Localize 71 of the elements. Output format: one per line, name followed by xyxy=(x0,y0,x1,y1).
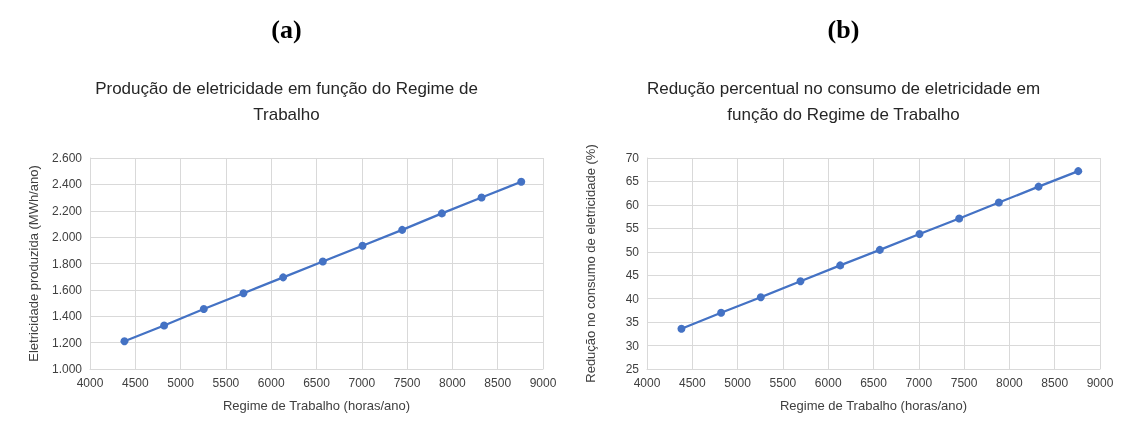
point xyxy=(994,198,1003,207)
x-axis-title: Regime de Trabalho (horas/ano) xyxy=(779,398,968,413)
x-tick-label: 7000 xyxy=(905,376,933,390)
point xyxy=(1074,167,1083,176)
x-tick-label: 6000 xyxy=(257,376,285,390)
y-axis-title: Redução no consumo de eletricidade (%) xyxy=(583,144,598,383)
x-tick-label: 8000 xyxy=(439,376,467,390)
point xyxy=(517,177,526,186)
x-axis-title: Regime de Trabalho (horas/ano) xyxy=(222,398,411,413)
x-tick-label: 9000 xyxy=(529,376,557,390)
point xyxy=(955,214,964,223)
y-tick-label: 45 xyxy=(625,268,640,283)
x-tick-label: 4000 xyxy=(633,376,661,390)
chart-title: Redução percentual no consumo de eletricidade em função do Regime de Trabalho xyxy=(646,78,1041,124)
point xyxy=(279,273,288,282)
y-axis-title: Eletricidade produzida (MWh/ano) xyxy=(26,165,41,362)
x-tick-label: 5500 xyxy=(769,376,797,390)
point xyxy=(756,293,765,302)
point xyxy=(717,308,726,317)
x-tick-label: 7000 xyxy=(348,376,376,390)
y-tick-label: 60 xyxy=(625,197,640,212)
y-tick-label: 1.400 xyxy=(51,309,83,324)
x-tick-label: 4500 xyxy=(121,376,149,390)
y-tick-label: 2.200 xyxy=(51,203,83,218)
x-tick-label: 5500 xyxy=(212,376,240,390)
y-tick-label: 1.200 xyxy=(51,335,83,350)
point xyxy=(1034,182,1043,191)
chart-title: Produção de eletricidade em função do Regime de Trabalho xyxy=(95,78,478,124)
point xyxy=(915,229,924,238)
y-tick-label: 1.000 xyxy=(51,362,83,376)
point xyxy=(239,289,248,298)
y-tick-label: 35 xyxy=(625,315,640,330)
y-tick-label: 65 xyxy=(625,174,640,189)
x-tick-label: 9000 xyxy=(1086,376,1114,390)
x-tick-label: 4500 xyxy=(678,376,706,390)
y-tick-label: 55 xyxy=(625,221,640,236)
point xyxy=(437,209,446,218)
x-tick-label: 6500 xyxy=(303,376,331,390)
x-tick-label: 7500 xyxy=(950,376,978,390)
x-tick-label: 5000 xyxy=(724,376,752,390)
x-tick-label: 6000 xyxy=(814,376,842,390)
point xyxy=(875,245,884,254)
point xyxy=(160,321,169,330)
text: (a) xyxy=(271,14,302,44)
point xyxy=(796,277,805,286)
text: (b) xyxy=(827,14,860,44)
x-tick-label: 7500 xyxy=(393,376,421,390)
y-tick-label: 25 xyxy=(625,362,640,376)
y-tick-label: 50 xyxy=(625,244,640,259)
point xyxy=(398,225,407,234)
point xyxy=(677,324,686,333)
point xyxy=(836,261,845,270)
point xyxy=(477,193,486,202)
y-tick-label: 70 xyxy=(625,151,640,165)
y-tick-label: 30 xyxy=(625,338,640,353)
point xyxy=(120,337,129,346)
y-tick-label: 2.400 xyxy=(51,177,83,192)
y-tick-label: 1.600 xyxy=(51,282,83,297)
y-tick-label: 2.000 xyxy=(51,230,83,245)
y-tick-label: 2.600 xyxy=(51,151,83,165)
x-tick-label: 8500 xyxy=(1041,376,1069,390)
x-tick-label: 5000 xyxy=(167,376,195,390)
x-tick-label: 8500 xyxy=(484,376,512,390)
x-tick-label: 6500 xyxy=(860,376,888,390)
point xyxy=(318,257,327,266)
y-tick-label: 40 xyxy=(625,291,640,306)
point xyxy=(199,305,208,313)
y-tick-label: 1.800 xyxy=(51,256,83,271)
x-tick-label: 4000 xyxy=(76,376,104,390)
x-tick-label: 8000 xyxy=(996,376,1024,390)
point xyxy=(358,241,367,250)
